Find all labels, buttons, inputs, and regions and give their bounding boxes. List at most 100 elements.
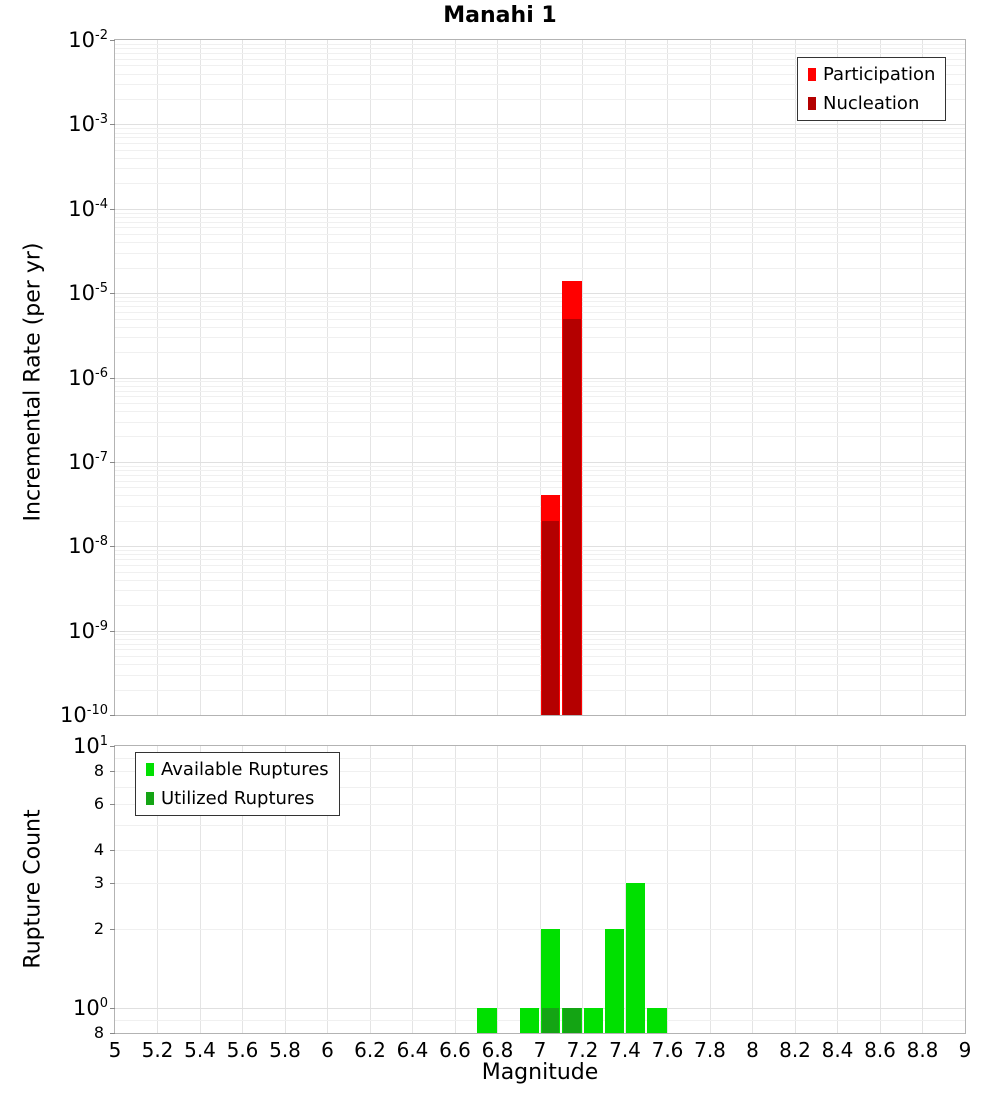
gridline-horizontal-minor <box>115 771 965 773</box>
gridline-horizontal-minor <box>115 605 965 607</box>
gridline-vertical <box>497 746 498 1033</box>
gridline-horizontal-minor <box>115 638 965 640</box>
x-tick-label: 7.4 <box>609 1038 641 1062</box>
gridline-horizontal-minor <box>115 804 965 806</box>
participation-swatch-icon <box>808 68 816 82</box>
x-tick-label: 7 <box>533 1038 547 1062</box>
y-tick-mark <box>110 546 115 548</box>
gridline-horizontal-minor <box>115 411 965 413</box>
gridline-horizontal-minor <box>115 402 965 404</box>
x-tick-label: 5.4 <box>184 1038 216 1062</box>
gridline-horizontal-minor <box>115 470 965 472</box>
gridline-horizontal-minor <box>115 381 965 383</box>
gridline-horizontal-minor <box>115 252 965 254</box>
gridline-horizontal-minor <box>115 311 965 313</box>
y-tick-mark <box>110 715 115 716</box>
gridline-vertical <box>157 746 158 1033</box>
y-tick-label: 100 <box>72 995 108 1020</box>
gridline-horizontal-minor <box>115 465 965 467</box>
magnitude-axis-title: Magnitude <box>481 1060 599 1085</box>
y-tick-mark <box>110 882 115 884</box>
y-tick-label: 10-6 <box>68 365 108 390</box>
x-tick-label: 8.8 <box>906 1038 939 1062</box>
gridline-vertical <box>327 746 328 1033</box>
y-tick-label: 10-9 <box>68 618 108 643</box>
y-tick-label: 6 <box>93 794 104 814</box>
bar-available-ruptures <box>583 1007 603 1033</box>
gridline-horizontal-minor <box>115 689 965 691</box>
gridline-horizontal-minor <box>115 495 965 497</box>
y-tick-mark <box>110 377 115 379</box>
gridline-vertical <box>199 746 201 1033</box>
gridline-horizontal-minor <box>115 242 965 244</box>
legend-label-participation: Participation <box>823 64 936 85</box>
gridline-horizontal-minor <box>115 48 965 50</box>
gridline-horizontal-minor <box>115 571 965 573</box>
gridline-horizontal-minor <box>115 882 965 884</box>
gridline-vertical <box>454 746 456 1033</box>
gridline-horizontal-minor <box>115 396 965 398</box>
gridline-horizontal-minor <box>115 390 965 392</box>
x-tick-label: 7.6 <box>651 1038 684 1062</box>
gridline-horizontal-minor <box>115 505 965 507</box>
gridline-horizontal-major <box>115 293 965 295</box>
bar-nucleation <box>563 318 581 715</box>
gridline-horizontal-minor <box>115 221 965 223</box>
gridline-horizontal-minor <box>115 590 965 592</box>
y-tick-mark <box>110 1007 115 1009</box>
gridline-horizontal-minor <box>115 98 965 100</box>
gridline-horizontal-minor <box>115 227 965 229</box>
gridline-horizontal-minor <box>115 564 965 566</box>
x-tick-label: 5.2 <box>141 1038 174 1062</box>
gridline-horizontal-minor <box>115 216 965 218</box>
x-tick-label: 5.8 <box>269 1038 301 1062</box>
gridline-horizontal-major <box>115 208 965 210</box>
gridline-vertical <box>752 746 753 1033</box>
gridline-horizontal-minor <box>115 53 965 55</box>
gridline-horizontal-minor <box>115 65 965 67</box>
gridline-vertical <box>369 746 371 1033</box>
y-tick-mark <box>110 850 115 852</box>
y-tick-mark <box>110 124 115 126</box>
y-tick-label: 10-4 <box>68 196 108 221</box>
y-tick-label: 10-8 <box>68 534 108 559</box>
gridline-vertical <box>539 746 541 1033</box>
legend-label-utilized-ruptures: Utilized Ruptures <box>161 787 315 809</box>
gridline-horizontal-minor <box>115 337 965 339</box>
bar-available-ruptures <box>541 928 561 1033</box>
y-tick-mark <box>110 208 115 210</box>
gridline-horizontal-minor <box>115 487 965 489</box>
gridline-vertical <box>582 746 583 1033</box>
gridline-horizontal-minor <box>115 267 965 269</box>
bar-available-ruptures <box>519 1007 539 1033</box>
gridline-horizontal-minor <box>115 664 965 666</box>
gridline-horizontal-minor <box>115 301 965 303</box>
gridline-horizontal-minor <box>115 183 965 185</box>
rate-axis-title: Incremental Rate (per yr) <box>20 242 46 522</box>
gridline-horizontal-major <box>115 1007 965 1009</box>
gridline-horizontal-minor <box>115 385 965 387</box>
gridline-horizontal-minor <box>115 168 965 170</box>
y-tick-label: 2 <box>93 918 104 938</box>
gridline-horizontal-minor <box>115 212 965 214</box>
gridline-horizontal-minor <box>115 132 965 134</box>
x-tick-label: 6.8 <box>481 1038 514 1062</box>
gridline-horizontal-minor <box>115 634 965 636</box>
gridline-horizontal-minor <box>115 643 965 645</box>
bar-utilized-ruptures <box>563 1007 581 1033</box>
gridline-vertical <box>922 746 923 1033</box>
bar-nucleation <box>542 520 560 715</box>
x-tick-label: 6.2 <box>354 1038 386 1062</box>
gridline-vertical <box>709 746 711 1033</box>
legend-item-utilized-ruptures: Utilized Ruptures <box>146 788 329 810</box>
gridline-horizontal-minor <box>115 421 965 423</box>
gridline-horizontal-minor <box>115 850 965 852</box>
gridline-horizontal-minor <box>115 928 965 930</box>
gridline-horizontal-minor <box>115 436 965 438</box>
y-tick-mark <box>110 40 115 41</box>
legend-item-available-ruptures: Available Ruptures <box>146 759 329 781</box>
chart-title: Manahi 1 <box>443 3 557 28</box>
gridline-horizontal-minor <box>115 43 965 45</box>
x-tick-label: 6.6 <box>439 1038 471 1062</box>
bar-available-ruptures <box>647 1007 667 1033</box>
